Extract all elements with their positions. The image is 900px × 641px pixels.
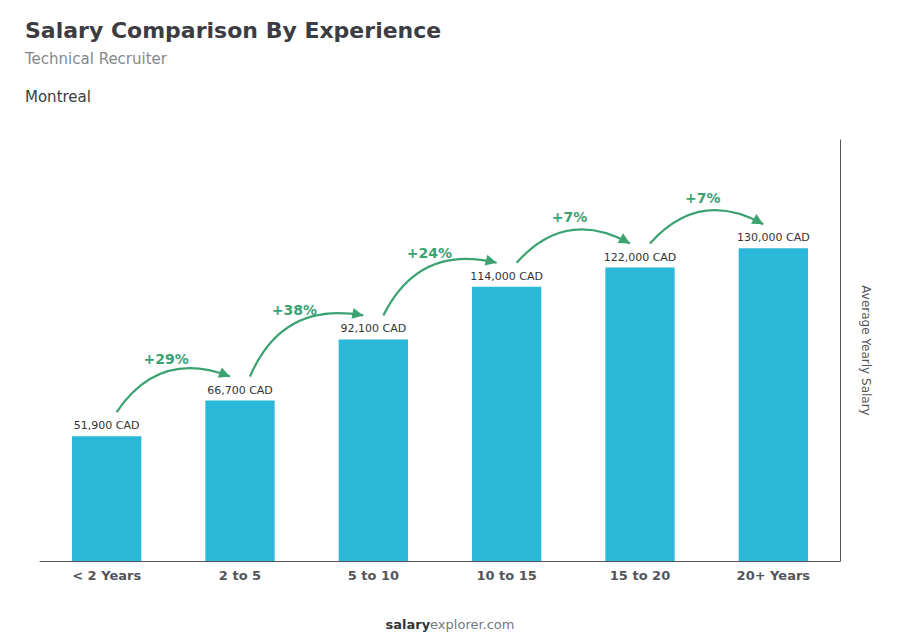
svg-text:< 2 Years: < 2 Years xyxy=(72,568,141,583)
svg-text:15 to 20: 15 to 20 xyxy=(610,568,670,583)
svg-text:2 to 5: 2 to 5 xyxy=(219,568,261,583)
svg-text:130,000 CAD: 130,000 CAD xyxy=(737,231,810,244)
svg-text:Technical Recruiter: Technical Recruiter xyxy=(24,50,168,68)
svg-text:20+ Years: 20+ Years xyxy=(737,568,811,583)
svg-text:Average Yearly Salary: Average Yearly Salary xyxy=(859,285,873,415)
svg-text:51,900 CAD: 51,900 CAD xyxy=(74,419,140,432)
svg-text:114,000 CAD: 114,000 CAD xyxy=(470,270,543,283)
svg-text:92,100 CAD: 92,100 CAD xyxy=(340,322,406,335)
svg-text:+29%: +29% xyxy=(144,351,189,367)
svg-text:+7%: +7% xyxy=(685,190,721,206)
svg-text:+24%: +24% xyxy=(407,245,452,261)
svg-text:Montreal: Montreal xyxy=(25,88,91,106)
svg-text:66,700 CAD: 66,700 CAD xyxy=(207,384,273,397)
svg-text:salary: salary xyxy=(385,617,430,632)
svg-text:5 to 10: 5 to 10 xyxy=(348,568,399,583)
svg-text:Salary Comparison By Experienc: Salary Comparison By Experience xyxy=(25,18,441,43)
svg-text:122,000 CAD: 122,000 CAD xyxy=(604,251,677,264)
svg-text:explorer.com: explorer.com xyxy=(430,617,514,632)
svg-text:10 to 15: 10 to 15 xyxy=(476,568,536,583)
svg-text:+7%: +7% xyxy=(552,209,588,225)
svg-text:+38%: +38% xyxy=(272,302,317,318)
